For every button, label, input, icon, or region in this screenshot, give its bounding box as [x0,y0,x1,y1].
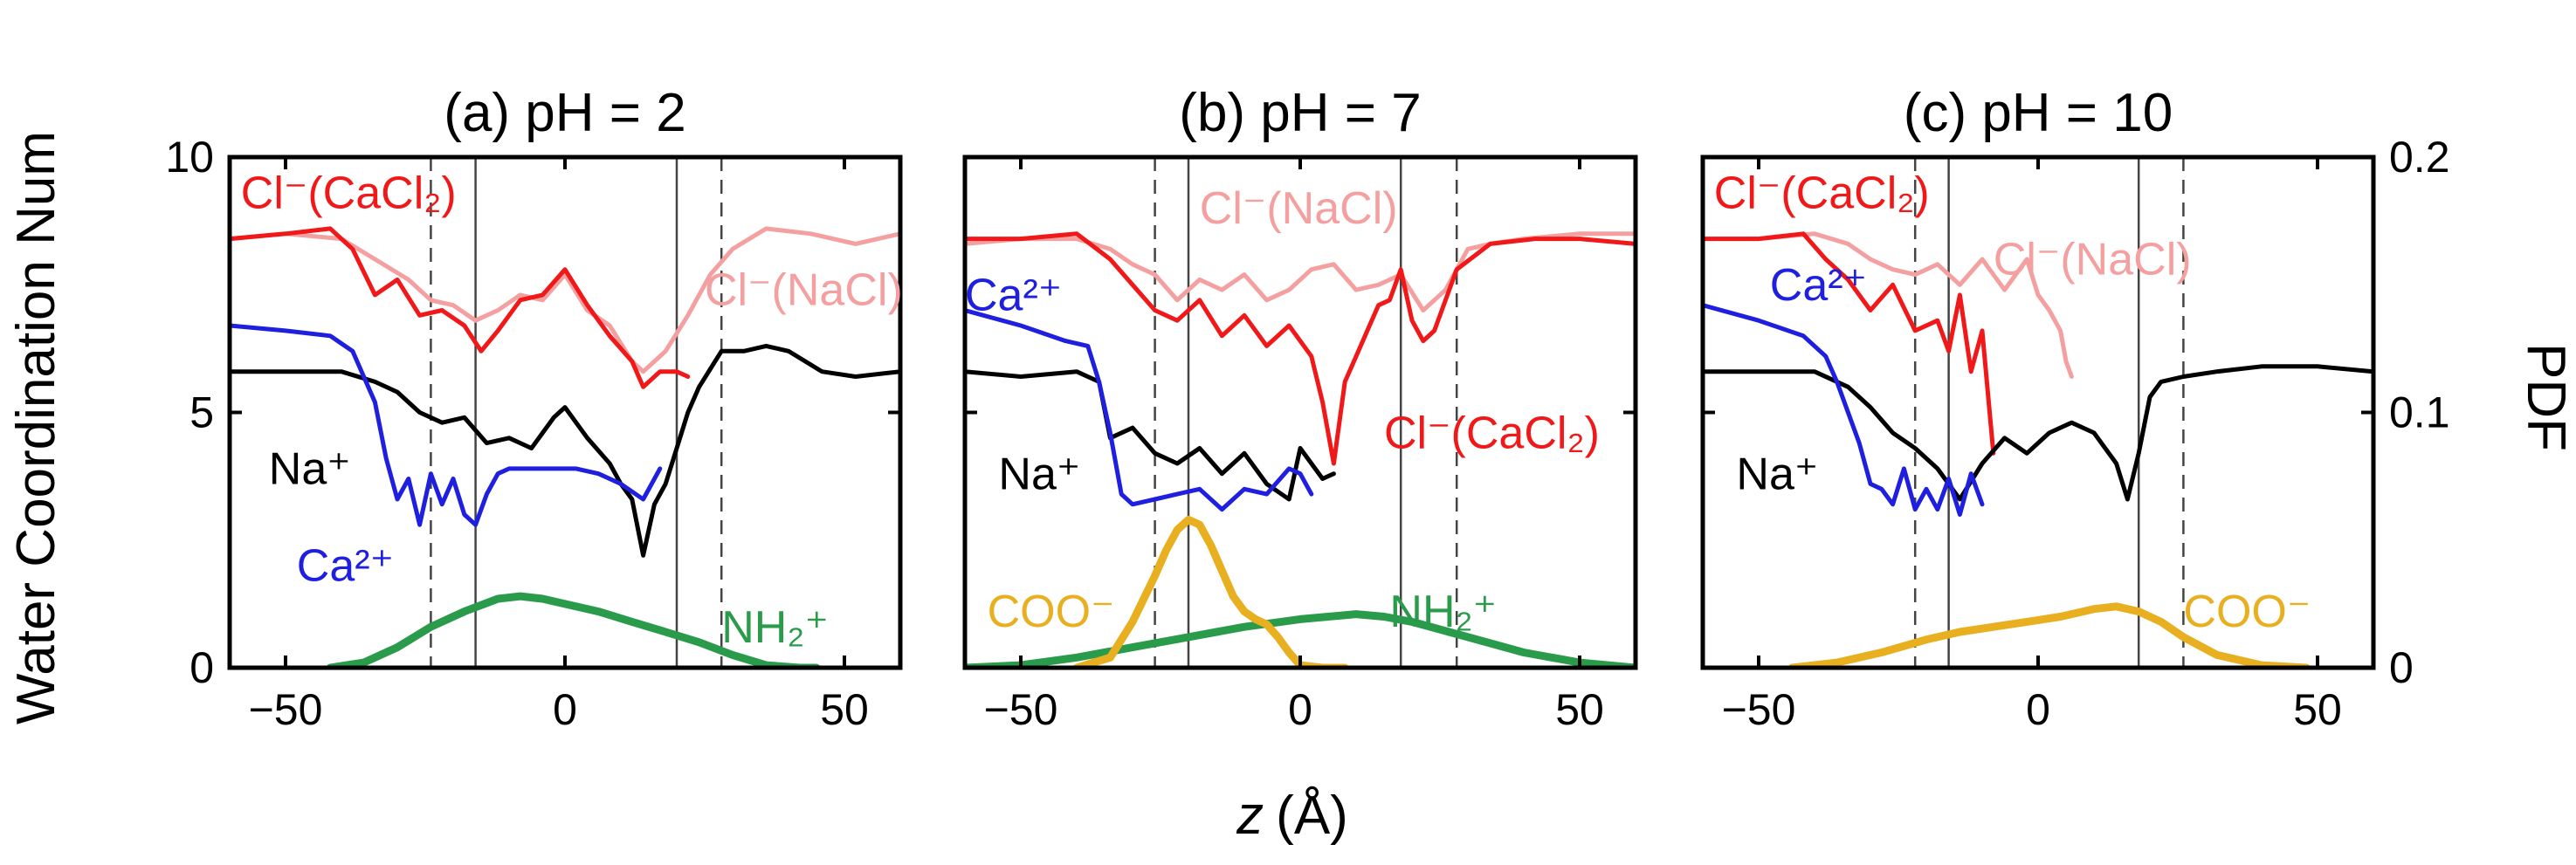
x-axis-label-unit: (Å) [1276,786,1348,846]
x-tick-label: 0 [2026,685,2050,734]
y-right-tick-label: 0.1 [2389,388,2450,437]
series-label: Na⁺ [1736,449,1818,499]
series-label: NH₂⁺ [1389,587,1497,637]
series-ca2- [965,308,1314,512]
y-axis-label-right: PDF [2516,343,2576,451]
panel-title: (c) pH = 10 [1904,83,2173,143]
panel-title: (b) pH = 7 [1179,83,1421,143]
series-label: COO⁻ [988,587,1115,637]
y-right-tick-label: 0.2 [2389,133,2450,182]
x-axis-label-variable: z [1236,786,1264,846]
x-tick-label: −50 [249,685,323,734]
y-tick-label: 10 [165,133,214,182]
x-tick-label: −50 [1722,685,1796,734]
chart-panel-2: (b) pH = 7 −50 0 50 Cl⁻(NaCl) Cl⁻(CaCl₂) Ca²⁺ N… [962,83,1638,734]
series-label: Cl⁻(CaCl₂) [1384,408,1600,458]
series-label: Cl⁻(NaCl) [705,265,903,316]
x-axis-label: z (Å) [1236,786,1348,846]
series-label: Cl⁻(CaCl₂) [1714,168,1930,219]
series-ca2- [1703,303,1985,517]
x-tick-label: 50 [2293,685,2342,734]
series-na- [1703,364,2373,502]
series-cl-nacl- [230,226,900,374]
series-label: Cl⁻(NaCl) [1994,235,2192,285]
series-ca2- [230,323,663,527]
series-label: Ca²⁺ [1770,260,1867,311]
x-tick-label: 0 [553,685,577,734]
x-tick-label: −50 [984,685,1058,734]
x-tick-label: 0 [1288,685,1312,734]
series-label: Ca²⁺ [965,271,1062,321]
y-axis-label-left: Water Coordination Num [6,131,66,724]
series-na- [965,369,1336,502]
series-cl-nacl- [965,231,1636,312]
series-cl-cacl2- [230,226,691,389]
x-tick-label: 50 [1555,685,1604,734]
series-cl-cacl2- [1703,231,1996,456]
series-na- [230,343,900,558]
series-coo- [1787,602,2311,668]
chart-panel-1: (a) pH = 2 −50 0 50 0 5 10 Cl⁻(CaCl₂) Cl⁻(NaCl) N… [165,83,902,734]
chart-panels: (a) pH = 2 −50 0 50 0 5 10 Cl⁻(CaCl₂) Cl⁻(NaCl) N… [165,83,2449,734]
panel-title: (a) pH = 2 [444,83,685,143]
series-cl-cacl2- [965,231,1636,466]
series-label: Ca²⁺ [297,541,394,592]
series-label: NH₂⁺ [721,602,829,653]
series-label: Cl⁻(CaCl₂) [241,168,457,219]
series-coo- [1072,515,1349,668]
series-nh2- [326,592,821,668]
y-tick-label: 5 [189,388,214,437]
series-label: Cl⁻(NaCl) [1200,183,1398,234]
series-label: COO⁻ [2183,587,2311,637]
chart-panel-3: (c) pH = 10 −50 0 50 0 0.1 0.2 Cl⁻(CaCl₂) Cl⁻(Na… [1700,83,2450,734]
series-label: Na⁺ [269,443,351,494]
y-right-tick-label: 0 [2389,643,2414,692]
series-label: Na⁺ [998,449,1080,499]
x-tick-label: 50 [820,685,869,734]
y-tick-label: 0 [189,643,214,692]
series-nh2- [965,610,1636,668]
series-cl-nacl- [1703,231,2074,379]
